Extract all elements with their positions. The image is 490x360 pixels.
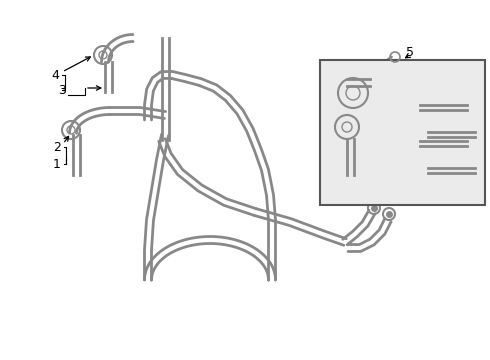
Text: 3: 3 <box>58 84 66 96</box>
Text: 5: 5 <box>406 45 414 59</box>
Bar <box>320 60 485 205</box>
Text: 4: 4 <box>51 68 59 81</box>
Text: 2: 2 <box>53 140 61 153</box>
Text: 1: 1 <box>53 158 61 171</box>
Text: 6: 6 <box>341 161 349 174</box>
